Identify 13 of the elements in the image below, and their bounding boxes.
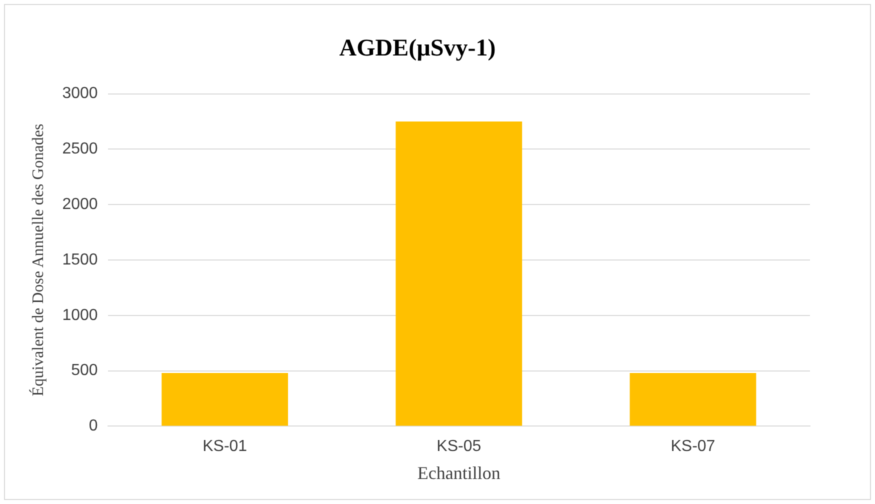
x-tick-label: KS-07 xyxy=(670,438,716,456)
y-tick-label: 2000 xyxy=(62,196,98,214)
y-tick-label: 500 xyxy=(71,362,98,380)
y-tick-label: 2500 xyxy=(62,140,98,158)
x-tick-label: KS-01 xyxy=(202,438,248,456)
chart-title: AGDE(µSvy-1) xyxy=(339,36,496,62)
x-axis-title: Echantillon xyxy=(417,462,500,483)
y-tick-label: 1000 xyxy=(62,306,98,324)
y-tick-label: 0 xyxy=(88,418,98,435)
y-tick-label: 3000 xyxy=(62,85,98,102)
y-axis-title: Équivalent de Dose Annuelle des Gonades xyxy=(28,124,47,396)
x-tick-label: KS-05 xyxy=(436,438,482,456)
y-tick-label: 1500 xyxy=(62,251,98,268)
